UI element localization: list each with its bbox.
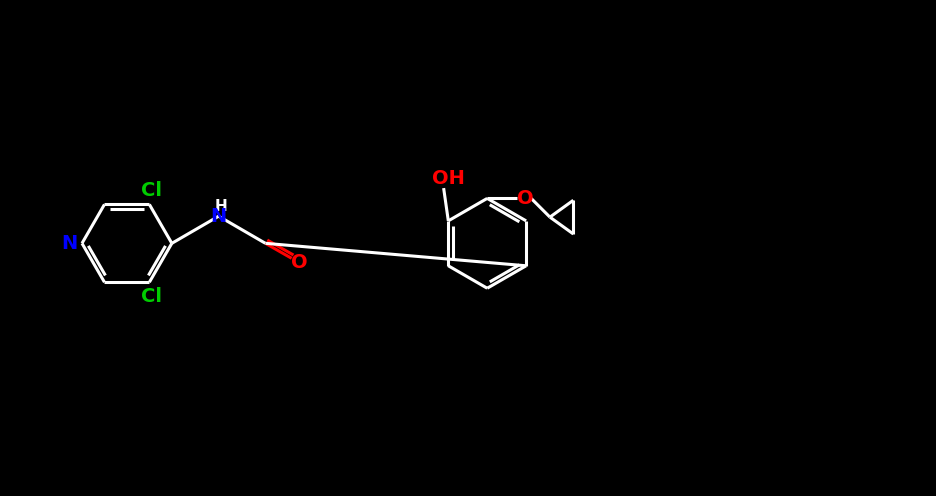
Text: O: O: [290, 253, 307, 272]
Text: Cl: Cl: [140, 181, 162, 200]
Text: Cl: Cl: [140, 287, 162, 306]
Text: N: N: [62, 234, 78, 253]
Text: N: N: [211, 207, 227, 226]
Text: H: H: [215, 199, 227, 214]
Text: OH: OH: [431, 169, 464, 188]
Text: O: O: [517, 189, 534, 208]
